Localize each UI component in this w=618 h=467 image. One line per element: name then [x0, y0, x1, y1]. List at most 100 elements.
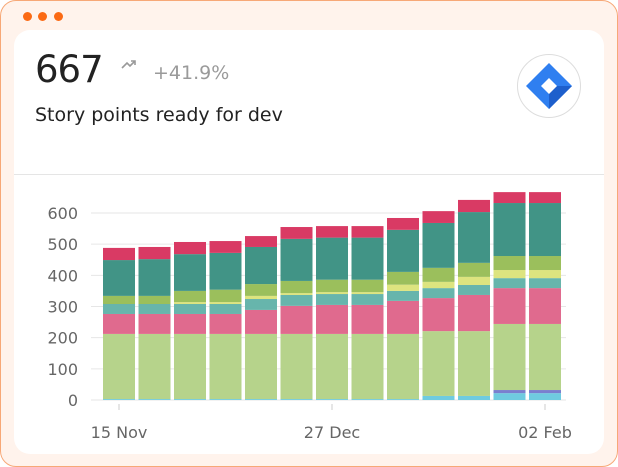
- bar-segment-s9: [103, 247, 135, 261]
- bar-segment-s5: [351, 294, 384, 305]
- bar-segment-s8: [529, 203, 561, 257]
- bar-segment-s9: [209, 241, 242, 253]
- bar-segment-s6: [209, 302, 242, 305]
- bar-segment-s7: [174, 290, 206, 303]
- bar-segment-s4: [493, 288, 526, 324]
- window-dot-3: [54, 12, 63, 21]
- bar-segment-s4: [209, 313, 242, 334]
- bar-segment-s1: [138, 399, 171, 400]
- bar-segment-s1: [458, 395, 490, 400]
- bar-segment-s1: [351, 399, 384, 400]
- bar-segment-s3: [316, 333, 348, 400]
- bar-segment-s8: [387, 229, 419, 272]
- y-tick-label: 200: [47, 329, 78, 348]
- divider: [14, 174, 604, 175]
- bar-segment-s3: [138, 333, 171, 400]
- bar-segment-s6: [529, 270, 561, 279]
- bar-segment-s7: [316, 279, 348, 293]
- trending-up-icon: [121, 60, 136, 69]
- bar-segment-s8: [209, 252, 242, 290]
- bar-segment-s9: [316, 226, 348, 238]
- bar-segment-s8: [493, 203, 526, 257]
- bar-segment-s9: [493, 192, 526, 204]
- bar-segment-s1: [103, 399, 135, 400]
- bar-segment-s4: [174, 313, 206, 334]
- bar-segment-s3: [387, 333, 419, 400]
- bar-segment-s9: [458, 199, 490, 213]
- bar-segment-s5: [174, 304, 206, 314]
- bar-segment-s6: [174, 302, 206, 305]
- metric-change: +41.9%: [153, 62, 230, 84]
- bar-segment-s8: [280, 238, 313, 281]
- bar-segment-s1: [174, 399, 206, 400]
- bar-segment-s6: [351, 292, 384, 295]
- bar-segment-s1: [280, 399, 313, 400]
- bar-segment-s8: [458, 212, 490, 263]
- bar-segment-s5: [387, 290, 419, 301]
- bar-segment-s6: [422, 281, 455, 289]
- bar-segment-s5: [316, 294, 348, 305]
- bar-segment-s7: [422, 267, 455, 282]
- bar-segment-s5: [103, 304, 135, 314]
- bar-segment-s3: [529, 323, 561, 391]
- y-tick-label: 100: [47, 360, 78, 379]
- bar-segment-s3: [351, 333, 384, 400]
- bar-segment-s9: [351, 226, 384, 238]
- bar-segment-s1: [316, 399, 348, 400]
- bar-segment-s7: [529, 256, 561, 271]
- bar-segment-s5: [245, 299, 277, 310]
- bar-segment-s9: [529, 192, 561, 204]
- bar-segment-s7: [280, 280, 313, 294]
- bar-segment-s1: [245, 399, 277, 400]
- bar-segment-s5: [493, 278, 526, 289]
- bar-segment-s4: [529, 288, 561, 324]
- y-tick-label: 500: [47, 235, 78, 254]
- window-dot-2: [38, 12, 47, 21]
- bar-segment-s8: [316, 237, 348, 280]
- y-tick-label: 400: [47, 266, 78, 285]
- bar-segment-s3: [458, 331, 490, 396]
- jira-logo: [517, 54, 581, 118]
- bar-segment-s7: [209, 289, 242, 303]
- bar-segment-s8: [351, 237, 384, 280]
- bar-segment-s1: [529, 393, 561, 400]
- bar-segment-s5: [529, 278, 561, 289]
- bar-segment-s8: [174, 254, 206, 291]
- bar-segment-s1: [209, 399, 242, 400]
- window-dot-1: [23, 12, 32, 21]
- bar-segment-s7: [458, 262, 490, 277]
- metric-subtitle: Story points ready for dev: [35, 104, 283, 126]
- bar-segment-s7: [351, 279, 384, 293]
- bar-segment-s3: [493, 323, 526, 391]
- x-tick-label: 02 Feb: [518, 423, 572, 442]
- jira-icon: [526, 63, 572, 109]
- bar-segment-s4: [422, 298, 455, 332]
- bar-segment-s1: [493, 393, 526, 400]
- bar-segment-s5: [422, 288, 455, 299]
- bar-segment-s6: [493, 270, 526, 279]
- bar-segment-s7: [138, 295, 171, 305]
- bar-segment-s6: [387, 284, 419, 291]
- bar-segment-s2: [529, 390, 561, 394]
- bar-segment-s6: [280, 293, 313, 295]
- y-tick-label: 0: [68, 391, 78, 410]
- bar-segment-s8: [138, 259, 171, 296]
- bar-segment-s7: [387, 271, 419, 285]
- bar-segment-s3: [422, 331, 455, 396]
- bar-segment-s4: [138, 313, 171, 334]
- metric-value: 667: [35, 48, 104, 91]
- bar-segment-s4: [280, 305, 313, 334]
- bar-segment-s4: [387, 300, 419, 334]
- bar-segment-s2: [493, 390, 526, 394]
- bar-segment-s4: [316, 304, 348, 334]
- y-tick-label: 600: [47, 204, 78, 223]
- bar-segment-s3: [103, 333, 135, 400]
- bar-segment-s7: [245, 284, 277, 296]
- bar-segment-s3: [245, 333, 277, 400]
- bar-segment-s1: [387, 399, 419, 400]
- bar-segment-s3: [280, 333, 313, 400]
- bar-segment-s6: [458, 276, 490, 285]
- bar-segment-s9: [245, 236, 277, 247]
- bar-segment-s3: [209, 333, 242, 400]
